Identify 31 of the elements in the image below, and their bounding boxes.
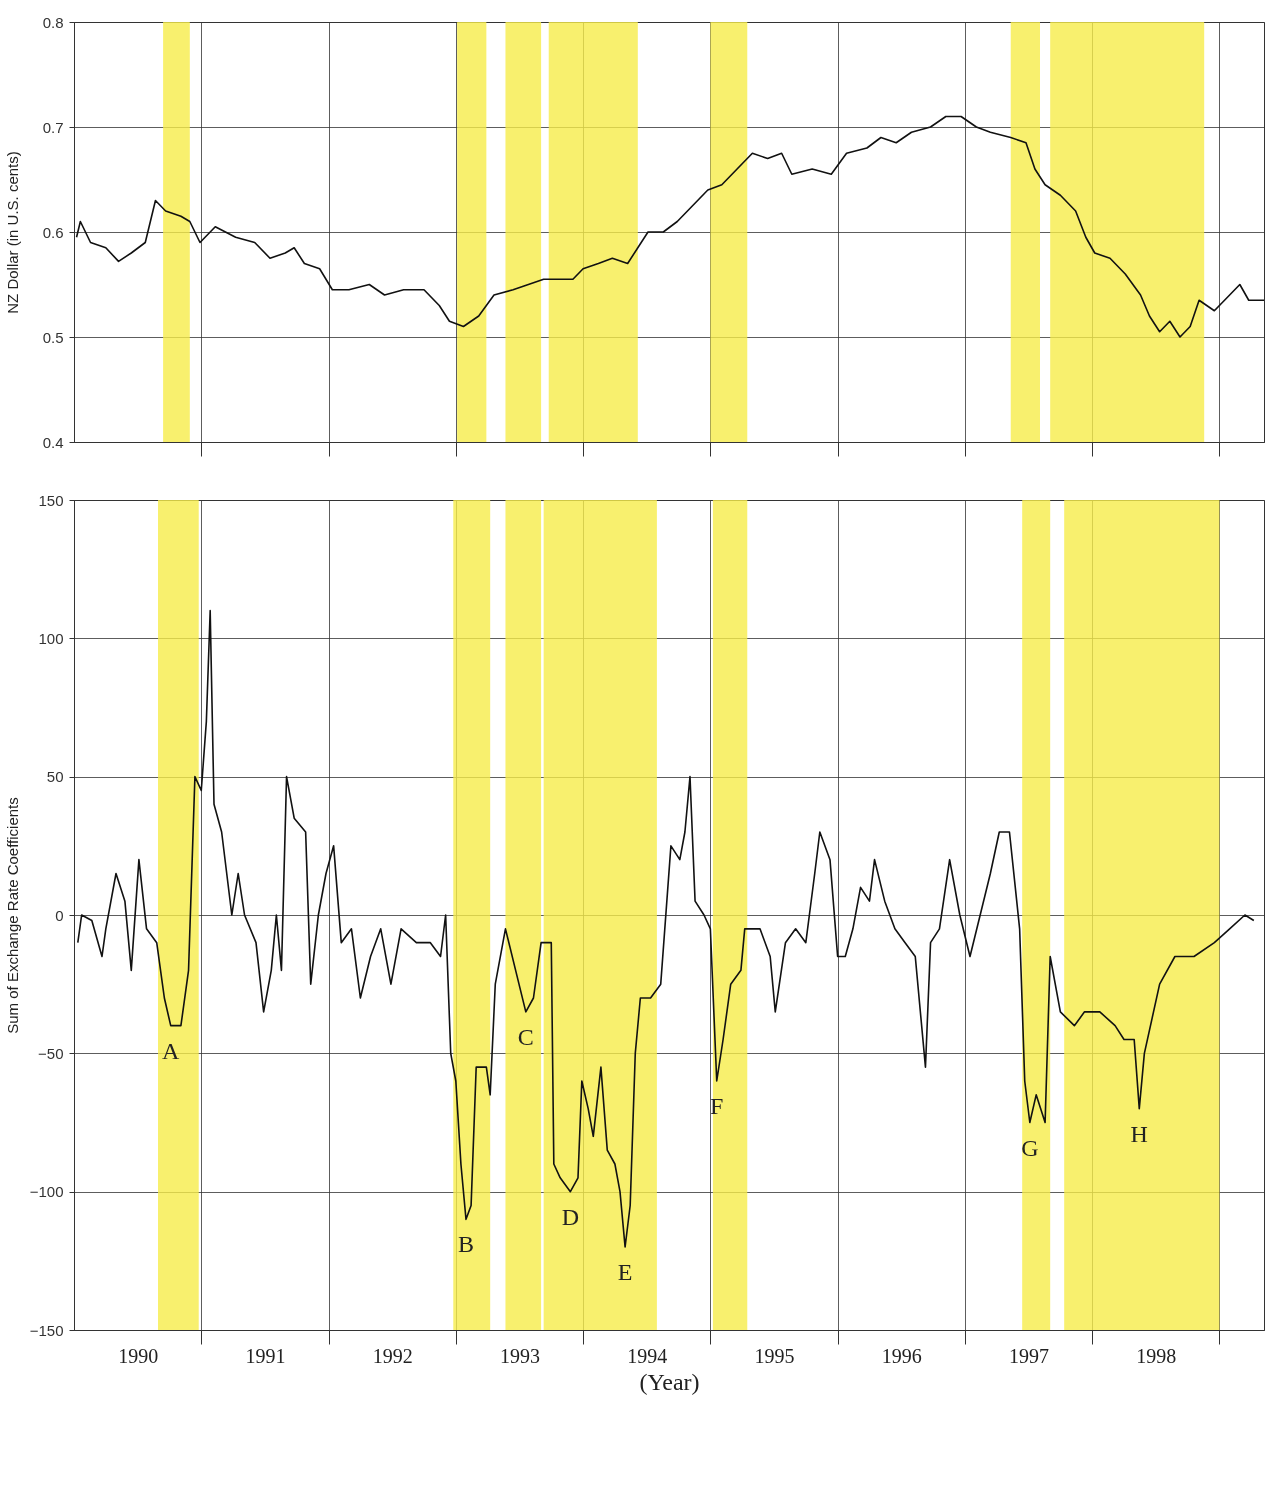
y-tick-label: −50 bbox=[38, 1044, 64, 1062]
y-tick-label: −150 bbox=[29, 1321, 64, 1339]
x-tick-label: 1996 bbox=[881, 1344, 922, 1367]
y-tick-label: 0 bbox=[55, 906, 64, 924]
x-tick-label: 1994 bbox=[627, 1344, 668, 1367]
x-tick-label: 1997 bbox=[1009, 1344, 1050, 1367]
x-tick-label: 1993 bbox=[499, 1344, 540, 1367]
y-axis-title: Sum of Exchange Rate Coefficients bbox=[3, 797, 21, 1034]
annotation: D bbox=[561, 1203, 580, 1230]
x-tick-label: 1992 bbox=[372, 1344, 413, 1367]
annotation: G bbox=[1021, 1134, 1039, 1161]
y-axis-title: NZ Dollar (in U.S. cents) bbox=[3, 151, 21, 314]
annotation: B bbox=[457, 1231, 475, 1258]
y-tick-label: 0.4 bbox=[42, 433, 64, 451]
y-tick-label: −100 bbox=[29, 1183, 64, 1201]
annotation: A bbox=[162, 1037, 181, 1064]
y-tick-label: 0.7 bbox=[42, 118, 64, 136]
x-tick-label: 1990 bbox=[118, 1344, 159, 1367]
annotation: C bbox=[517, 1023, 534, 1050]
y-tick-label: 0.8 bbox=[42, 13, 64, 31]
x-tick-label: 1991 bbox=[245, 1344, 286, 1367]
y-tick-label: 150 bbox=[38, 491, 64, 509]
x-tick-label: 1995 bbox=[754, 1344, 795, 1367]
y-tick-label: 0.6 bbox=[42, 223, 64, 241]
annotation: E bbox=[617, 1259, 633, 1285]
y-tick-label: 50 bbox=[46, 768, 64, 786]
x-tick-label: 1998 bbox=[1136, 1344, 1177, 1367]
annotation: H bbox=[1130, 1120, 1148, 1147]
y-tick-label: 0.5 bbox=[42, 328, 64, 346]
y-tick-label: 100 bbox=[38, 629, 64, 647]
x-axis-title: (Year) bbox=[639, 1368, 700, 1395]
